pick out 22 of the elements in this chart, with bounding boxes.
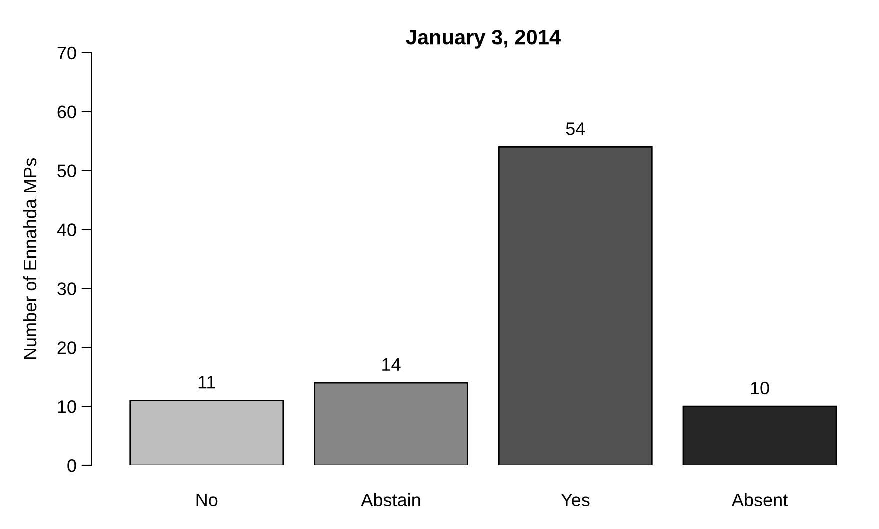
x-tick-label: Yes — [561, 494, 590, 507]
y-tick-label: 10 — [58, 400, 76, 414]
x-tick-label: No — [196, 494, 218, 507]
y-tick-label: 20 — [58, 342, 76, 354]
y-tick-label: 70 — [58, 46, 76, 60]
y-tick-label: 0 — [68, 459, 76, 472]
y-tick-label: 30 — [58, 282, 76, 296]
y-tick-label: 40 — [57, 224, 76, 236]
y-axis-title: Number of Ennahda MPs — [23, 158, 37, 360]
data-label: 14 — [382, 358, 401, 371]
y-tick-label: 50 — [58, 164, 76, 178]
bar — [314, 382, 468, 466]
data-label: 54 — [566, 122, 586, 136]
x-tick-label: Abstain — [361, 493, 420, 507]
y-tick-label: 60 — [58, 106, 76, 119]
chart-title: January 3, 2014 — [406, 30, 561, 49]
data-label: 11 — [198, 376, 216, 389]
x-tick-label: Absent — [732, 493, 788, 507]
data-label: 10 — [751, 382, 770, 395]
bar — [130, 400, 284, 466]
bar — [498, 146, 653, 466]
bar — [682, 406, 838, 466]
